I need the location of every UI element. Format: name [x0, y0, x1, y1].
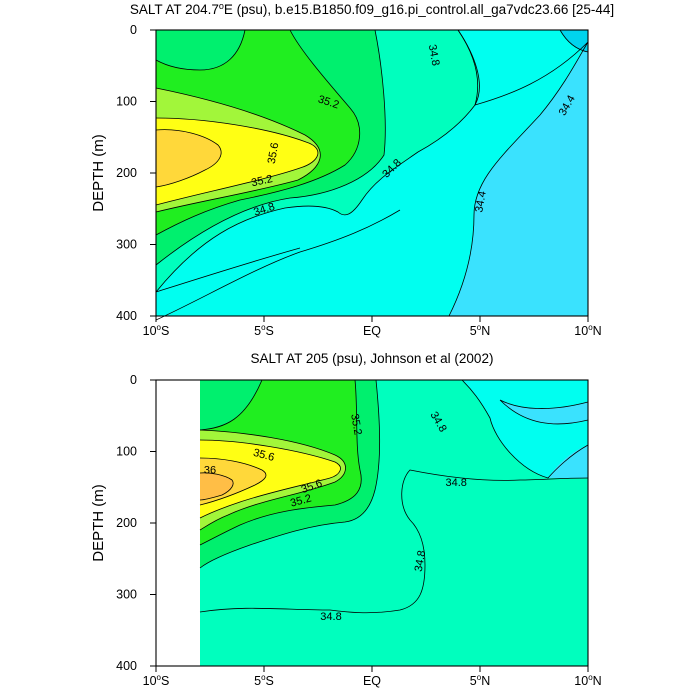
bottom-title: SALT AT 205 (psu), Johnson et al (2002)	[251, 351, 494, 366]
top-y-tick-300: 300	[116, 238, 156, 252]
bottom-y-tick-400: 400	[116, 659, 156, 673]
bottom-y-axis: 0 100 200 300 400 DEPTH (m)	[90, 373, 156, 673]
top-x-tick-5n: 5oN	[470, 316, 490, 338]
bottom-panel: SALT AT 205 (psu), Johnson et al (2002)	[90, 351, 602, 688]
bottom-x-tick-5n: 5oN	[470, 666, 490, 688]
top-fill-lt-34-4	[449, 30, 588, 316]
bottom-contour-34-8-mid	[199, 469, 589, 614]
bottom-contour-35-2	[199, 379, 362, 546]
bottom-contour-35-6	[199, 439, 341, 519]
bottom-contour-label-8: 34.8	[320, 611, 341, 623]
svg-text:300: 300	[116, 588, 137, 602]
bottom-fills	[200, 380, 588, 666]
svg-text:5oN: 5oN	[470, 673, 490, 688]
bottom-contour-35-4	[199, 429, 346, 531]
bottom-contour-34-4-ne	[499, 399, 589, 425]
top-contour-label-5: 35.2	[250, 173, 273, 189]
svg-text:0: 0	[130, 23, 137, 37]
bottom-x-tick-10n: 10oN	[574, 666, 602, 688]
bottom-y-axis-label: DEPTH (m)	[90, 484, 107, 562]
top-x-axis: 10oS 5oS EQ 5oN 10oN	[143, 316, 602, 338]
top-contour-deep	[559, 29, 589, 53]
svg-text:200: 200	[116, 516, 137, 530]
top-fills	[156, 30, 588, 316]
bottom-fill-lt-34-4-ne	[500, 400, 588, 424]
bottom-fill-35-6-35-8	[200, 440, 341, 518]
svg-text:5oN: 5oN	[470, 323, 490, 338]
bottom-fill-34-4-34-8-ne	[462, 380, 588, 478]
svg-text:100: 100	[116, 445, 137, 459]
svg-text:10oN: 10oN	[574, 323, 601, 338]
top-contour-35-8	[155, 129, 222, 188]
svg-text:10oS: 10oS	[143, 673, 170, 688]
top-contour-lines	[155, 29, 589, 321]
top-title: SALT AT 204.7oE (psu), b.e15.B1850.f09_g…	[130, 1, 614, 17]
top-contour-label-7: 34.4	[473, 190, 489, 213]
top-contour-lower	[155, 209, 401, 321]
top-x-tick-10s: 10oS	[143, 316, 170, 338]
top-x-tick-5s: 5oS	[254, 316, 274, 338]
svg-text:EQ: EQ	[363, 674, 381, 688]
bottom-contour-lines	[199, 379, 589, 614]
top-contour-35-0	[155, 29, 386, 266]
bottom-contour-36	[199, 472, 234, 501]
top-contour-35-2	[155, 29, 361, 236]
bottom-contour-35-2-w	[199, 379, 263, 431]
svg-text:200: 200	[116, 166, 137, 180]
bottom-contour-35-0	[199, 379, 381, 569]
svg-text:400: 400	[116, 659, 137, 673]
top-contour-35-6	[155, 117, 319, 206]
top-fill-green-blob	[156, 30, 245, 70]
bottom-contour-35-8	[199, 457, 267, 506]
svg-text:100: 100	[116, 95, 137, 109]
top-y-tick-200: 200	[116, 166, 156, 180]
svg-text:EQ: EQ	[363, 324, 381, 338]
bottom-contour-34-8-ne	[461, 379, 589, 479]
svg-text:5oS: 5oS	[254, 323, 274, 338]
svg-text:5oS: 5oS	[254, 673, 274, 688]
bottom-contour-label-3: 36	[204, 464, 216, 476]
top-y-axis: 0 100 200 300 400 DEPTH (m)	[90, 23, 156, 323]
top-contour-label-0: 34.8	[426, 44, 442, 67]
bottom-contour-label-0: 35.2	[348, 413, 364, 436]
top-x-tick-eq: EQ	[363, 316, 381, 338]
bottom-x-axis: 10oS 5oS EQ 5oN 10oN	[143, 666, 602, 688]
top-x-tick-10n: 10oN	[574, 316, 602, 338]
top-fill-35-8-36-0	[156, 129, 222, 187]
svg-text:400: 400	[116, 309, 137, 323]
svg-text:10oN: 10oN	[574, 673, 601, 688]
bottom-fill-lt-34-4-e	[548, 445, 588, 478]
bottom-y-tick-0: 0	[130, 373, 156, 387]
bottom-y-tick-300: 300	[116, 588, 156, 602]
top-contour-blob	[155, 29, 246, 71]
bottom-x-tick-eq: EQ	[363, 666, 381, 688]
bottom-y-tick-200: 200	[116, 516, 156, 530]
bottom-contour-label-2: 35.6	[252, 447, 276, 464]
top-contour-35-4	[155, 87, 321, 213]
svg-text:0: 0	[130, 373, 137, 387]
bottom-contour-label-5: 34.8	[445, 477, 466, 489]
top-y-tick-400: 400	[116, 309, 156, 323]
bottom-contour-label-7: 34.8	[413, 549, 429, 572]
top-contour-label-3: 35.6	[266, 142, 282, 165]
svg-text:10oS: 10oS	[143, 323, 170, 338]
top-y-axis-label: DEPTH (m)	[90, 134, 107, 212]
top-panel: SALT AT 204.7oE (psu), b.e15.B1850.f09_g…	[90, 1, 614, 338]
top-y-tick-100: 100	[116, 95, 156, 109]
bottom-x-tick-5s: 5oS	[254, 666, 274, 688]
top-y-tick-0: 0	[130, 23, 156, 37]
svg-text:300: 300	[116, 238, 137, 252]
top-contour-lowest	[155, 247, 301, 293]
top-contour-34-8	[155, 29, 480, 293]
bottom-contour-label-6: 35.2	[289, 492, 313, 509]
bottom-x-tick-10s: 10oS	[143, 666, 170, 688]
bottom-y-tick-100: 100	[116, 445, 156, 459]
top-fill-deep	[560, 30, 588, 52]
